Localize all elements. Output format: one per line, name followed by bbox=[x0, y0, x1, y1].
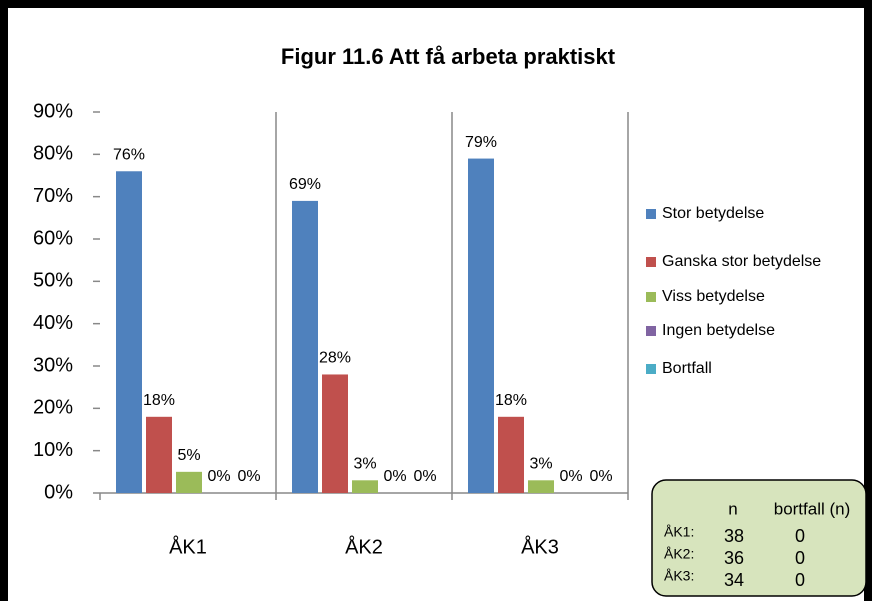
value-label: 69% bbox=[289, 176, 321, 193]
x-tick-label: ÅK1 bbox=[169, 535, 207, 558]
value-label: 3% bbox=[353, 456, 376, 473]
y-tick-label: 30% bbox=[33, 354, 73, 376]
y-tick-label: 0% bbox=[44, 481, 73, 503]
value-label: 18% bbox=[143, 392, 175, 409]
value-label: 79% bbox=[465, 134, 497, 151]
n-table-n: 36 bbox=[724, 548, 744, 568]
n-table-header: n bbox=[728, 499, 737, 518]
y-tick-label: 90% bbox=[33, 100, 73, 122]
n-table-box bbox=[651, 479, 867, 597]
bar bbox=[146, 416, 172, 493]
n-table-bortfall: 0 bbox=[795, 570, 805, 590]
value-label: 0% bbox=[589, 468, 612, 485]
legend-label: Ingen betydelse bbox=[662, 322, 775, 339]
y-tick-label: 80% bbox=[33, 143, 73, 165]
legend-label: Viss betydelse bbox=[662, 288, 765, 305]
legend-swatch bbox=[646, 292, 656, 302]
y-tick-label: 70% bbox=[33, 185, 73, 207]
legend-swatch bbox=[646, 257, 656, 267]
bar bbox=[498, 416, 524, 493]
n-table-bortfall: 0 bbox=[795, 548, 805, 568]
value-label: 0% bbox=[383, 468, 406, 485]
legend-swatch bbox=[646, 209, 656, 219]
y-tick-label: 50% bbox=[33, 270, 73, 292]
legend-swatch bbox=[646, 326, 656, 336]
legend-label: Bortfall bbox=[662, 360, 712, 377]
value-label: 0% bbox=[207, 468, 230, 485]
n-table-header: bortfall (n) bbox=[774, 499, 851, 518]
legend-label: Ganska stor betydelse bbox=[662, 253, 821, 270]
x-tick-label: ÅK2 bbox=[345, 535, 383, 558]
x-tick-label: ÅK3 bbox=[521, 535, 559, 558]
y-tick-label: 10% bbox=[33, 439, 73, 461]
y-tick-label: 20% bbox=[33, 397, 73, 419]
bar bbox=[528, 480, 554, 493]
value-label: 5% bbox=[177, 447, 200, 464]
bar bbox=[116, 171, 142, 493]
value-label: 0% bbox=[559, 468, 582, 485]
n-table-n: 34 bbox=[724, 570, 744, 590]
n-table-n: 38 bbox=[724, 526, 744, 546]
chart-title: Figur 11.6 Att få arbeta praktiskt bbox=[281, 44, 616, 69]
value-label: 0% bbox=[413, 468, 436, 485]
bar bbox=[292, 200, 318, 493]
y-tick-label: 40% bbox=[33, 312, 73, 334]
bar bbox=[176, 471, 202, 493]
n-table-row-label: ÅK1: bbox=[664, 524, 694, 540]
value-label: 0% bbox=[237, 468, 260, 485]
y-tick-label: 60% bbox=[33, 227, 73, 249]
value-label: 76% bbox=[113, 146, 145, 163]
n-table-row-label: ÅK3: bbox=[664, 568, 694, 584]
bar bbox=[352, 480, 378, 493]
value-label: 28% bbox=[319, 350, 351, 367]
value-label: 18% bbox=[495, 392, 527, 409]
n-table-row-label: ÅK2: bbox=[664, 546, 694, 562]
value-label: 3% bbox=[529, 456, 552, 473]
n-table-bortfall: 0 bbox=[795, 526, 805, 546]
bar bbox=[468, 158, 494, 494]
bar bbox=[322, 374, 348, 493]
category-separators bbox=[275, 112, 629, 493]
legend-swatch bbox=[646, 364, 656, 374]
legend-label: Stor betydelse bbox=[662, 205, 764, 222]
